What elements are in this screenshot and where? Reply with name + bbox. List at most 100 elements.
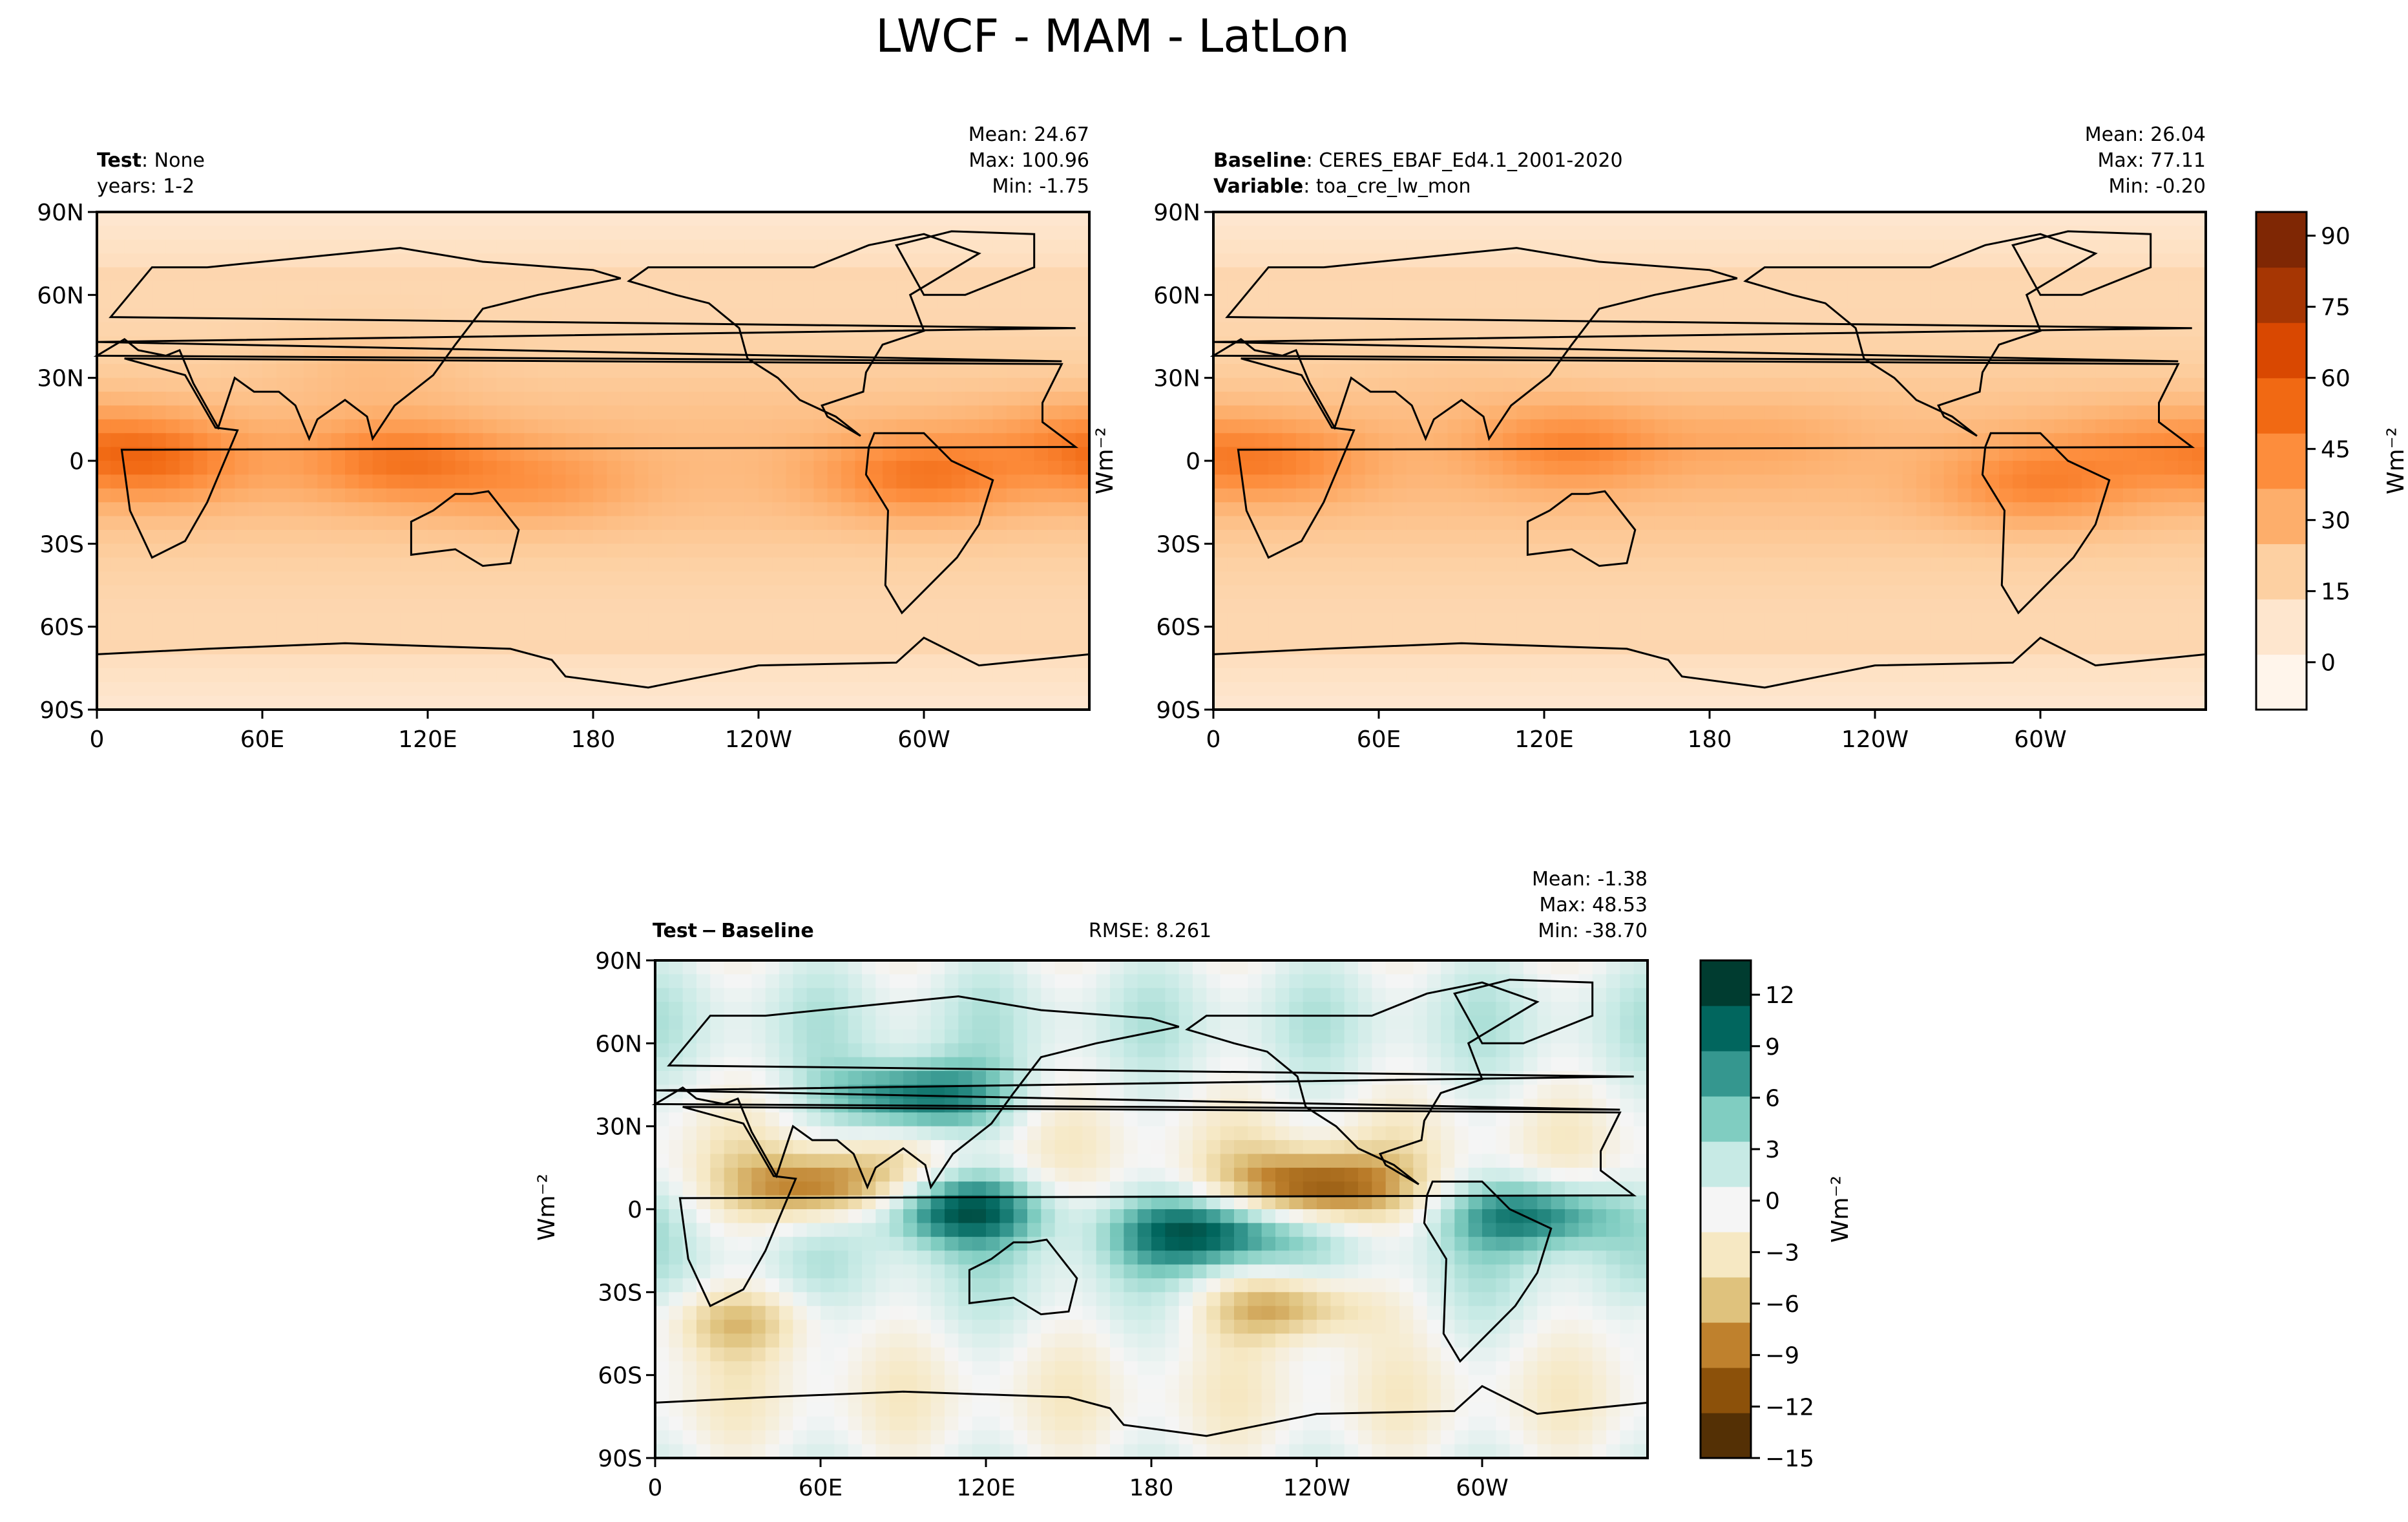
test-cell	[331, 488, 346, 503]
baseline-cell	[1379, 585, 1393, 600]
test-cell	[910, 544, 925, 558]
baseline-cell	[2178, 267, 2193, 282]
baseline-cell	[1861, 516, 1876, 531]
test-cell	[648, 474, 663, 489]
test-cell	[483, 654, 497, 669]
test-cell	[662, 695, 676, 710]
baseline-cell	[1792, 571, 1806, 586]
test-cell	[400, 364, 415, 379]
baseline-cell	[1475, 253, 1490, 268]
test-cell	[841, 557, 855, 572]
baseline-cell	[1971, 571, 1986, 586]
test-cell	[124, 668, 139, 682]
baseline-cell	[1461, 461, 1476, 475]
test-cell	[289, 516, 304, 531]
test-cell	[386, 613, 401, 628]
baseline-cell	[1999, 474, 2013, 489]
test-cell	[620, 405, 635, 420]
baseline-cell	[1516, 239, 1531, 254]
test-cell	[841, 695, 855, 710]
baseline-cell	[1875, 336, 1889, 351]
test-cell	[800, 419, 814, 434]
baseline-cell	[1530, 529, 1545, 544]
baseline-cell	[2068, 226, 2082, 240]
baseline-cell	[1586, 557, 1600, 572]
test-cell	[676, 557, 690, 572]
test-cell	[579, 488, 594, 503]
test-cell	[359, 502, 373, 517]
baseline-cell	[2150, 447, 2165, 461]
baseline-cell	[1764, 571, 1779, 586]
test-cell	[662, 613, 676, 628]
test-cell	[910, 682, 925, 697]
test-cell	[620, 447, 635, 461]
test-cell	[414, 392, 428, 407]
baseline-cell	[2054, 405, 2069, 420]
test-cell	[235, 557, 249, 572]
test-cell	[634, 392, 649, 407]
baseline-cell	[1227, 433, 1242, 448]
baseline-cell	[1861, 640, 1876, 655]
baseline-cell	[1613, 571, 1628, 586]
baseline-cell	[1902, 295, 1917, 310]
baseline-cell	[2192, 488, 2206, 503]
test-cell	[813, 308, 828, 323]
baseline-cell	[1310, 350, 1324, 365]
test-cell	[744, 295, 759, 310]
test-cell	[524, 516, 539, 531]
baseline-cell	[1544, 308, 1558, 323]
baseline-cell	[2026, 253, 2041, 268]
test-cell	[1075, 350, 1090, 365]
test-cell	[538, 474, 552, 489]
test-cell	[1048, 516, 1062, 531]
baseline-cell	[2068, 488, 2082, 503]
test-cell	[207, 585, 222, 600]
test-cell	[992, 392, 1007, 407]
baseline-cell	[1530, 654, 1545, 669]
test-cell	[593, 544, 607, 558]
baseline-cell	[1627, 419, 1641, 434]
test-cell	[538, 695, 552, 710]
test-cell	[428, 557, 442, 572]
test-cell	[510, 239, 525, 254]
test-cell	[414, 474, 428, 489]
baseline-cell	[1930, 377, 1945, 392]
baseline-cell	[1710, 308, 1724, 323]
test-cell	[759, 212, 773, 226]
baseline-cell	[1255, 571, 1269, 586]
baseline-cell	[1640, 461, 1655, 475]
baseline-cell	[1365, 267, 1379, 282]
test-cell	[855, 488, 870, 503]
test-cell	[593, 571, 607, 586]
baseline-cell	[1420, 280, 1434, 295]
baseline-cell	[1916, 419, 1931, 434]
test-cell	[262, 405, 277, 420]
test-cell	[331, 571, 346, 586]
baseline-cell	[2068, 280, 2082, 295]
baseline-cell	[1489, 598, 1503, 613]
baseline-cell	[1434, 626, 1449, 641]
test-cell	[992, 557, 1007, 572]
baseline-cell	[2164, 280, 2179, 295]
baseline-cell	[1503, 322, 1517, 337]
test-cell	[744, 516, 759, 531]
test-cell	[304, 280, 318, 295]
test-cell	[772, 336, 787, 351]
baseline-cell	[1586, 336, 1600, 351]
test-cell	[469, 598, 483, 613]
test-cell	[235, 280, 249, 295]
test-cell	[772, 267, 787, 282]
test-cell	[1020, 419, 1035, 434]
test-cell	[262, 488, 277, 503]
test-cell	[883, 322, 897, 337]
baseline-cell	[1571, 516, 1586, 531]
test-cell	[579, 433, 594, 448]
test-cell	[717, 461, 731, 475]
test-cell	[579, 308, 594, 323]
baseline-cell	[1682, 267, 1697, 282]
baseline-cell	[1834, 626, 1848, 641]
baseline-cell	[2123, 253, 2137, 268]
test-cell	[248, 571, 263, 586]
baseline-cell	[1834, 571, 1848, 586]
baseline-cell	[1241, 474, 1255, 489]
